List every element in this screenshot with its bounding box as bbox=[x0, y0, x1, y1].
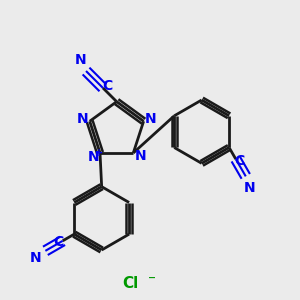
Text: ⁻: ⁻ bbox=[148, 274, 156, 289]
Text: N: N bbox=[135, 148, 146, 163]
Text: N: N bbox=[74, 53, 86, 67]
Text: N: N bbox=[76, 112, 88, 126]
Text: C: C bbox=[54, 236, 64, 250]
Text: +: + bbox=[95, 148, 103, 158]
Text: C: C bbox=[102, 79, 112, 93]
Text: N: N bbox=[30, 251, 41, 266]
Text: N: N bbox=[88, 150, 99, 164]
Text: N: N bbox=[244, 181, 255, 195]
Text: Cl: Cl bbox=[122, 276, 138, 291]
Text: C: C bbox=[234, 154, 244, 168]
Text: N: N bbox=[145, 112, 157, 126]
